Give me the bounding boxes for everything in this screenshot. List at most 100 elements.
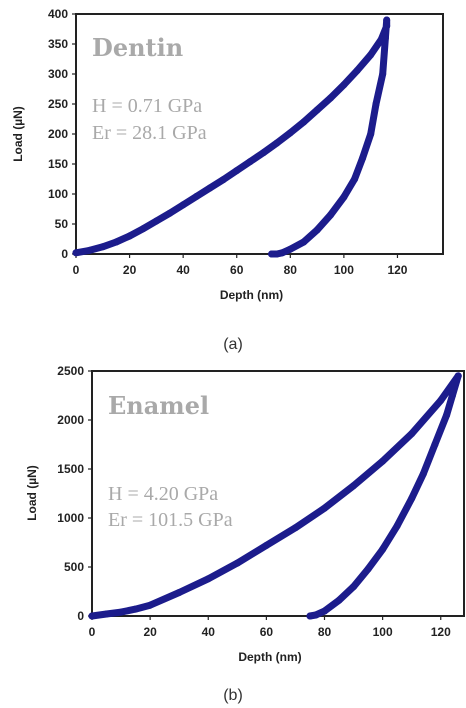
data-point [166,209,174,217]
data-point [219,176,227,184]
data-point [260,149,267,157]
data-point [291,524,299,532]
x-tick-label: 60 [260,625,274,639]
data-point [204,575,212,583]
x-tick-label: 80 [284,263,298,277]
hardness-value: H = 0.71 GPa [92,95,202,117]
data-point [350,482,358,490]
x-tick-label: 120 [387,263,407,277]
data-point [367,130,375,138]
data-point [306,612,314,620]
x-tick-label: 40 [176,263,190,277]
data-point [278,249,286,257]
data-point [351,175,359,183]
x-tick-label: 100 [373,625,393,639]
x-tick-label: 80 [318,625,332,639]
data-point [206,184,214,192]
x-tick-label: 60 [230,263,244,277]
hardness-value: H = 4.20 GPa [108,483,218,505]
x-tick-label: 20 [123,263,137,277]
data-point [132,605,140,613]
x-axis-label: Depth (nm) [238,650,301,664]
data-point [88,612,96,620]
y-axis-label: Load (µN) [25,465,39,521]
data-point [381,34,389,42]
data-point [454,372,462,380]
data-point [443,411,451,419]
data-point [364,565,372,573]
data-point [193,192,200,200]
y-tick-label: 500 [64,560,84,574]
data-point [321,607,328,615]
data-point [273,250,281,258]
data-point [437,396,445,404]
data-point [350,583,358,591]
series-line [72,16,391,258]
data-point [273,139,281,147]
plot-frame [91,370,465,617]
data-point [335,596,343,604]
data-point [372,100,380,108]
data-point [313,226,321,234]
panel-caption: (b) [223,687,243,704]
y-tick-label: 0 [77,609,84,623]
y-tick-label: 150 [48,157,68,171]
data-point [139,225,147,233]
data-point [99,243,107,251]
data-point [152,217,160,225]
y-tick-label: 1000 [57,511,84,525]
data-point [340,193,348,201]
data-point [327,94,334,102]
modulus-value: Er = 101.5 GPa [108,509,233,531]
data-point [419,470,427,478]
x-tick-label: 0 [89,625,96,639]
data-point [126,232,134,240]
x-tick-label: 40 [202,625,216,639]
x-tick-label: 20 [143,625,157,639]
data-point [340,81,348,89]
data-point [233,559,241,567]
panel-caption: (a) [223,336,243,353]
data-point [72,249,80,257]
data-point [117,608,125,616]
data-point [431,441,439,448]
data-point [383,22,391,30]
y-tick-label: 200 [48,127,68,141]
y-tick-label: 350 [48,37,68,51]
panel-a: 0 20 40 60 80 100 120 0 50 100 150 200 250 300 350 400 D… [11,7,444,353]
data-point [367,51,375,59]
data-point [300,118,308,126]
x-tick-label: 0 [73,263,80,277]
y-tick-label: 0 [61,247,68,261]
data-point [383,16,391,24]
data-point [233,167,241,175]
data-point [379,457,387,465]
data-point [327,211,334,219]
y-tick-label: 400 [48,7,68,21]
data-point [448,392,456,399]
material-title: Dentin [92,33,183,62]
y-tick-label: 100 [48,187,68,201]
data-point [313,106,321,114]
data-point [321,504,328,512]
data-point [175,589,183,596]
y-tick-label: 300 [48,67,68,81]
data-point [359,154,367,162]
material-title: Enamel [108,391,209,420]
y-tick-label: 250 [48,97,68,111]
data-point [312,611,320,619]
data-point [300,238,308,246]
data-point [393,522,401,530]
data-point [286,245,294,253]
data-point [408,430,416,438]
data-point [146,601,154,609]
data-point [112,238,120,246]
x-tick-label: 100 [334,263,354,277]
data-point [379,70,387,78]
data-point [379,545,387,553]
data-point [179,201,187,209]
x-tick-label: 120 [431,625,451,639]
modulus-value: Er = 28.1 GPa [92,122,207,144]
y-tick-label: 2500 [57,364,84,378]
